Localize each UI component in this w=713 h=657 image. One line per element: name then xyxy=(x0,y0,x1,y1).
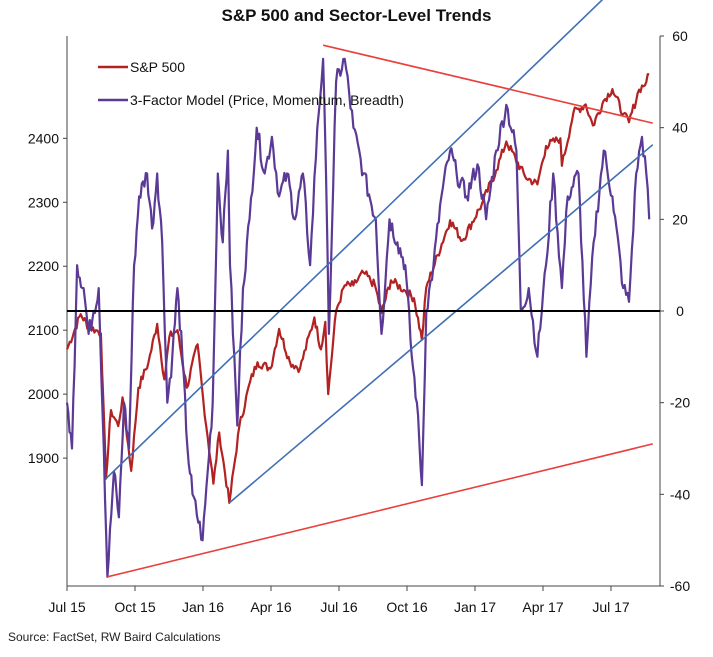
sp500-series-line xyxy=(65,73,650,504)
left-tick-label: 2000 xyxy=(28,386,59,402)
left-tick-label: 2200 xyxy=(28,258,59,274)
left-tick-label: 1900 xyxy=(28,450,59,466)
x-tick-label: Oct 15 xyxy=(114,599,155,615)
right-tick-label: 0 xyxy=(676,303,684,319)
lower-trend-line xyxy=(107,443,653,578)
right-tick-label: 20 xyxy=(672,211,688,227)
x-tick-label: Apr 16 xyxy=(250,599,291,615)
left-tick-label: 2100 xyxy=(28,322,59,338)
upper-trend-line xyxy=(322,44,653,124)
x-tick-label: Jul 16 xyxy=(320,599,358,615)
left-tick-label: 2300 xyxy=(28,194,59,210)
right-tick-label: -60 xyxy=(670,578,690,594)
x-tick-label: Jul 15 xyxy=(48,599,86,615)
x-tick-label: Oct 16 xyxy=(386,599,427,615)
right-tick-label: -40 xyxy=(670,486,690,502)
lower-channel-line xyxy=(228,144,654,504)
x-tick-label: Jan 17 xyxy=(454,599,496,615)
chart-title: S&P 500 and Sector-Level Trends xyxy=(221,6,492,25)
model-series-line xyxy=(65,57,651,578)
legend-label-sp500: S&P 500 xyxy=(130,59,185,75)
x-tick-label: Apr 17 xyxy=(522,599,563,615)
right-tick-label: 40 xyxy=(672,120,688,136)
legend-label-model: 3-Factor Model (Price, Momentum, Breadth… xyxy=(130,92,404,108)
chart-source: Source: FactSet, RW Baird Calculations xyxy=(8,630,221,644)
x-tick-label: Jan 16 xyxy=(182,599,224,615)
right-tick-label: -20 xyxy=(670,395,690,411)
x-tick-label: Jul 17 xyxy=(592,599,630,615)
left-tick-label: 2400 xyxy=(28,130,59,146)
upper-channel-line xyxy=(105,0,604,480)
right-tick-label: 60 xyxy=(672,28,688,44)
